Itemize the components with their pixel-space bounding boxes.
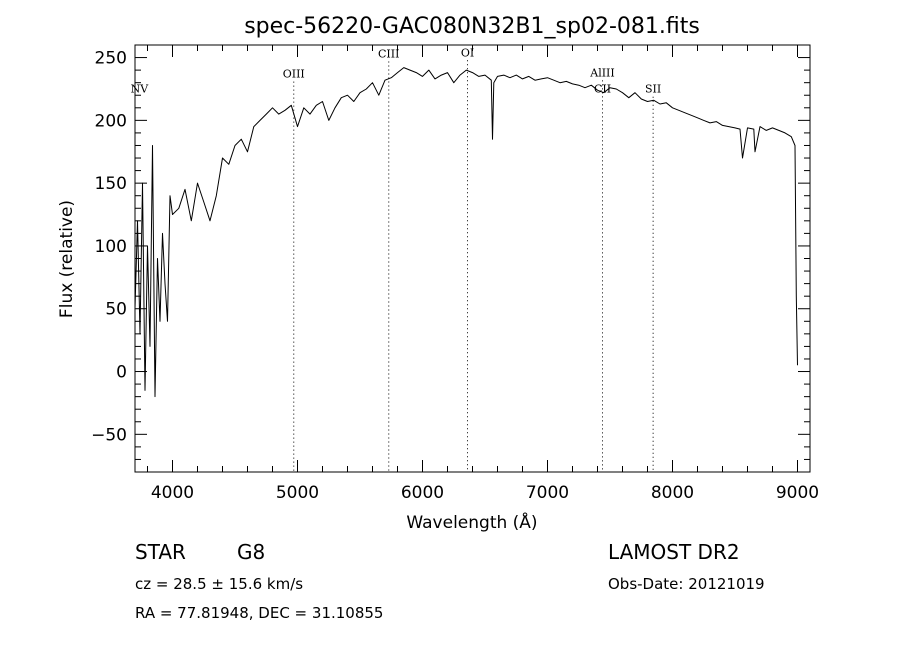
y-tick-label: 250 <box>95 49 127 69</box>
line-label-nv: NV <box>131 83 150 96</box>
y-tick-label: −50 <box>91 425 127 445</box>
line-labels: NV OIII CIII OI AlIII CII SII <box>131 46 662 95</box>
x-tick-label: 6000 <box>401 483 444 503</box>
flux-series-line <box>134 67 798 398</box>
y-tick-label: 200 <box>95 111 127 131</box>
line-label-oi: OI <box>461 46 474 59</box>
y-tick-label: 150 <box>95 174 127 194</box>
chart-title: spec-56220-GAC080N32B1_sp02-081.fits <box>244 14 700 39</box>
plot-frame <box>134 44 811 473</box>
tick-labels: 4000 5000 6000 7000 8000 9000 −50 0 50 100 150 200 2… <box>91 49 819 503</box>
x-tick-label: 8000 <box>651 483 694 503</box>
x-axis-label: Wavelength (Å) <box>406 511 537 533</box>
line-marker-lines <box>293 60 654 472</box>
x-tick-label: 5000 <box>276 483 319 503</box>
coordinates: RA = 77.81948, DEC = 31.10855 <box>135 604 384 622</box>
survey-name: LAMOST DR2 <box>608 540 740 564</box>
line-label-cii: CII <box>594 83 611 96</box>
y-tick-label: 0 <box>116 363 127 383</box>
x-tick-label: 9000 <box>776 483 819 503</box>
object-subclass: G8 <box>237 540 266 564</box>
axis-ticks <box>135 44 810 473</box>
line-label-ciii: CIII <box>378 48 399 61</box>
redshift-velocity: cz = 28.5 ± 15.6 km/s <box>135 575 304 593</box>
x-tick-label: 7000 <box>526 483 569 503</box>
y-axis-label: Flux (relative) <box>57 200 77 318</box>
object-class: STAR <box>135 540 186 564</box>
line-label-oiii: OIII <box>283 68 305 81</box>
y-tick-label: 50 <box>105 300 127 320</box>
y-tick-label: 100 <box>95 237 127 257</box>
series-group <box>134 67 798 398</box>
line-label-aliii: AlIII <box>589 66 615 79</box>
x-tick-label: 4000 <box>151 483 194 503</box>
line-label-sii: SII <box>645 83 661 96</box>
observation-date: Obs-Date: 20121019 <box>608 575 765 593</box>
